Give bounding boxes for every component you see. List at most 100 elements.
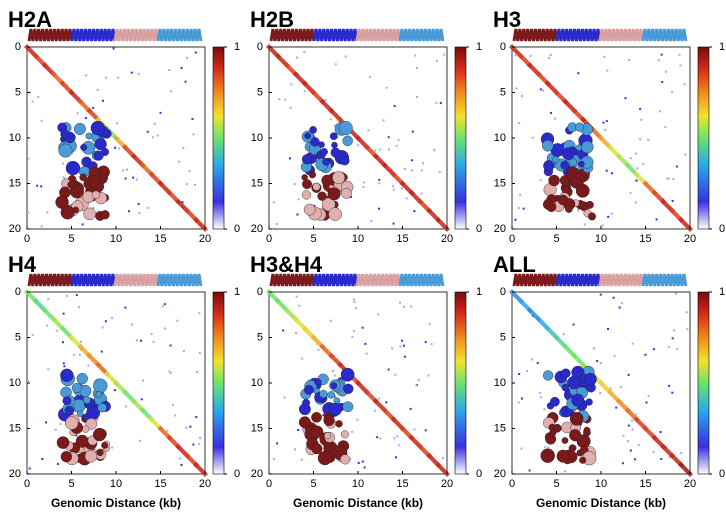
speckle xyxy=(289,157,292,160)
structure-illustration xyxy=(330,382,338,390)
speckle xyxy=(132,176,135,179)
structure-illustration xyxy=(97,402,107,413)
speckle xyxy=(46,211,49,214)
speckle xyxy=(295,295,298,298)
speckle xyxy=(169,344,172,347)
speckle xyxy=(611,172,614,175)
structure-illustration xyxy=(329,402,343,416)
helix-illustration xyxy=(512,273,559,287)
structure-illustration xyxy=(584,372,597,386)
speckle xyxy=(387,368,390,371)
structure-illustration xyxy=(579,456,587,464)
speckle xyxy=(365,352,368,355)
x-tick-label: 20 xyxy=(684,478,696,490)
x-tick-label: 15 xyxy=(154,478,166,490)
speckle xyxy=(403,355,406,358)
x-tick-label: 5 xyxy=(68,478,74,490)
speckle xyxy=(194,51,197,54)
speckle xyxy=(599,392,602,395)
speckle xyxy=(363,466,366,469)
speckle xyxy=(118,147,121,150)
speckle xyxy=(128,210,131,213)
structure-illustration xyxy=(575,144,583,151)
speckle xyxy=(62,312,65,315)
structure-illustration xyxy=(301,190,312,200)
speckle xyxy=(634,152,637,155)
speckle xyxy=(137,203,140,206)
speckle xyxy=(104,320,107,323)
structure-illustration xyxy=(77,410,84,417)
speckle xyxy=(621,462,624,465)
speckle xyxy=(601,224,604,227)
y-tick-label: 10 xyxy=(251,132,263,144)
diagonal-cell xyxy=(193,461,208,477)
structure-illustration xyxy=(73,122,86,135)
x-tick-label: 10 xyxy=(352,233,364,245)
speckle xyxy=(683,83,686,86)
structure-illustration xyxy=(583,426,591,434)
x-tick-label: 10 xyxy=(110,478,122,490)
speckle xyxy=(130,323,133,326)
structure-illustration xyxy=(55,195,69,209)
structure-illustration xyxy=(87,162,95,169)
speckle xyxy=(198,312,201,315)
speckle xyxy=(172,403,175,406)
speckle xyxy=(152,340,155,343)
structure-illustration xyxy=(561,147,575,161)
speckle xyxy=(603,55,606,58)
structure-illustration xyxy=(76,373,88,385)
colorbar-tick-label: 1 xyxy=(719,286,725,298)
speckle xyxy=(79,340,82,343)
speckle xyxy=(401,339,404,342)
structure-illustration xyxy=(87,174,101,188)
speckle xyxy=(385,86,388,89)
structure-illustration xyxy=(332,171,346,185)
y-tick-label: 5 xyxy=(257,331,263,343)
speckle xyxy=(150,332,153,335)
structure-illustration xyxy=(311,443,323,455)
speckle xyxy=(329,319,332,322)
structure-illustration xyxy=(335,420,343,428)
speckle xyxy=(166,429,169,432)
speckle xyxy=(411,159,414,162)
speckle xyxy=(181,201,184,204)
speckle xyxy=(156,134,159,137)
speckle xyxy=(159,111,162,114)
speckle xyxy=(195,416,198,419)
structure-illustration xyxy=(95,391,103,398)
speckle xyxy=(424,341,427,344)
speckle xyxy=(671,199,674,202)
speckle xyxy=(529,54,532,57)
structure-illustration xyxy=(91,190,101,200)
speckle xyxy=(378,207,381,210)
speckle xyxy=(676,347,679,350)
speckle xyxy=(531,136,534,139)
structure-illustration xyxy=(56,436,70,449)
speckle xyxy=(362,185,365,188)
structure-illustration xyxy=(588,212,596,221)
speckle xyxy=(352,298,355,301)
speckle xyxy=(671,391,674,394)
speckle xyxy=(351,430,354,433)
speckle xyxy=(539,179,542,182)
speckle xyxy=(125,168,128,171)
speckle xyxy=(124,405,127,408)
speckle xyxy=(405,197,408,200)
y-tick-label: 0 xyxy=(257,286,263,298)
structure-illustration xyxy=(58,143,73,158)
helix-illustration xyxy=(70,273,117,287)
speckle xyxy=(283,396,286,399)
speckle xyxy=(661,80,664,83)
speckle xyxy=(607,215,610,218)
speckle xyxy=(75,434,78,437)
helix-illustration xyxy=(269,28,316,42)
x-tick-label: 15 xyxy=(154,233,166,245)
structure-illustration xyxy=(585,398,593,406)
speckle xyxy=(182,350,185,353)
speckle xyxy=(176,319,179,322)
speckle xyxy=(294,448,297,451)
speckle xyxy=(593,347,596,350)
speckle xyxy=(161,305,164,308)
diagonal-cell xyxy=(678,216,693,232)
x-tick-label: 0 xyxy=(266,233,272,245)
